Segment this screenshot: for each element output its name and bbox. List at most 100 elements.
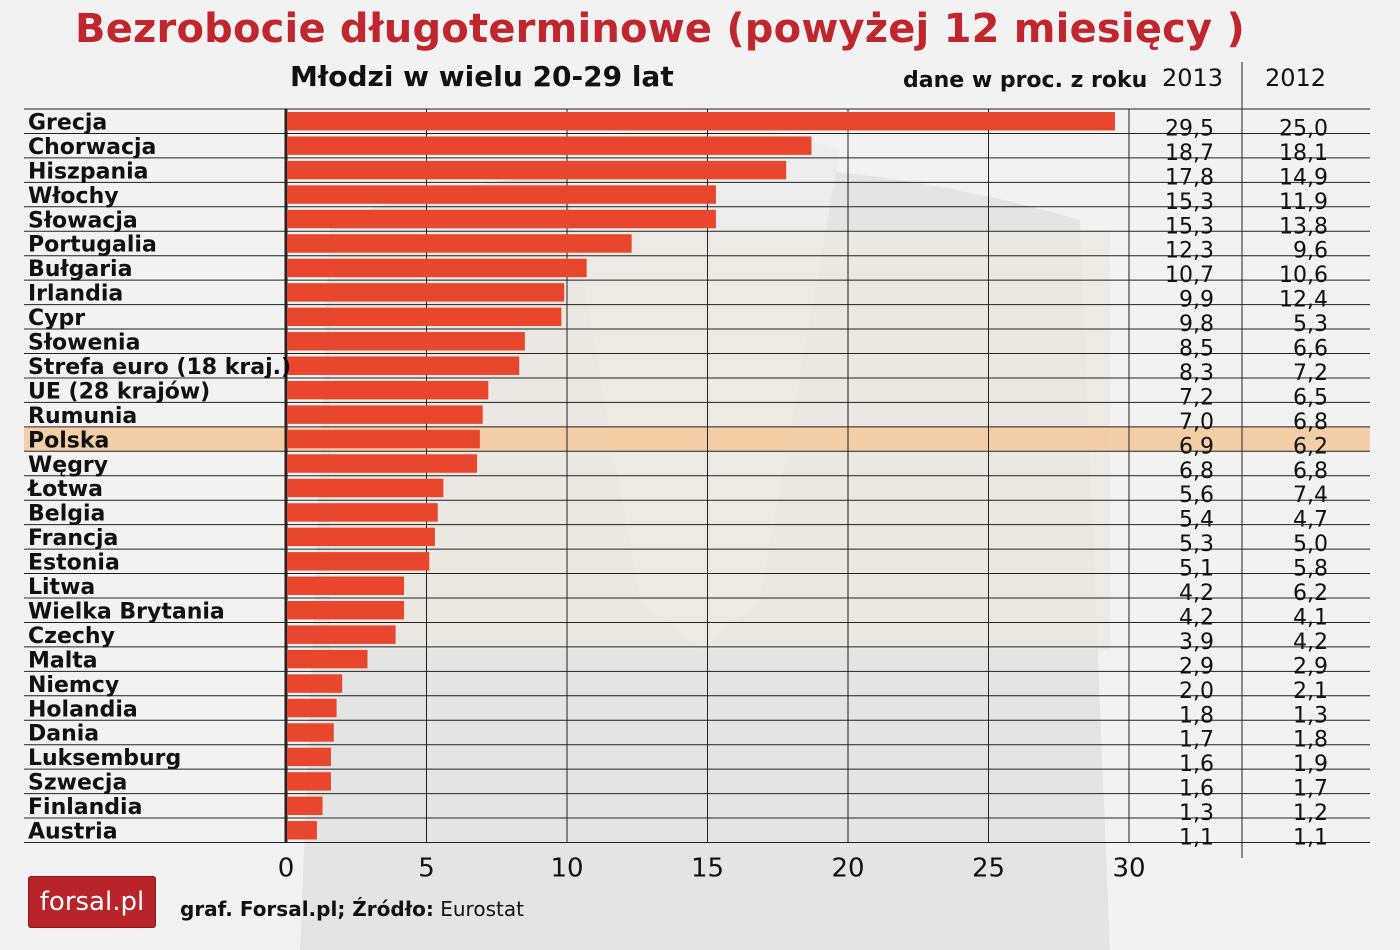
value-label-2012: 25,0 [1279,116,1328,141]
bar [287,601,405,620]
value-label-2013: 1,7 [1179,728,1214,753]
bar [287,649,368,669]
category-label: Francja [28,526,118,551]
bar [287,723,334,742]
bar [287,160,787,180]
bar [287,478,444,498]
x-tick-label: 20 [831,854,864,884]
value-label-2013: 8,3 [1179,361,1214,386]
value-label-2012: 10,6 [1279,263,1328,288]
value-label-2012: 18,1 [1279,141,1328,166]
category-label: Łotwa [27,477,103,502]
chart-title: Bezrobocie długoterminowe (powyżej 12 mi… [75,6,1245,52]
x-tick-label: 30 [1112,854,1145,884]
value-label-2012: 1,7 [1293,777,1328,802]
value-label-2012: 7,4 [1293,483,1328,508]
value-label-2013: 2,9 [1179,654,1214,679]
value-label-2013: 5,6 [1179,483,1214,508]
value-label-2012: 1,8 [1293,728,1328,753]
bar [287,307,562,327]
category-label: Słowacja [28,208,138,233]
value-label-2012: 11,9 [1279,190,1328,215]
source-credit: graf. Forsal.pl; Źródło: Eurostat [180,897,524,921]
category-label: Belgia [28,502,105,527]
value-label-2012: 14,9 [1279,165,1328,190]
category-label: Szwecja [28,771,127,796]
category-label: Słowenia [28,331,140,356]
value-label-2012: 1,9 [1293,752,1328,777]
category-label: Czechy [28,624,115,649]
bar [287,209,716,229]
value-label-2013: 1,1 [1179,826,1214,851]
bar [287,503,438,522]
bar [287,112,1115,131]
bar [287,136,812,155]
bar [287,698,337,718]
x-tick-label: 5 [418,854,435,884]
value-label-2012: 12,4 [1279,288,1328,313]
bar [287,747,331,767]
chart-subtitle: Młodzi w wielu 20-29 lat [290,60,674,93]
bar [287,283,565,302]
bar [287,674,343,693]
value-label-2013: 1,6 [1179,752,1214,777]
value-label-2012: 6,6 [1293,337,1328,362]
bar [287,552,430,571]
x-tick-label: 10 [550,854,583,884]
category-label: Hiszpania [28,159,149,184]
bar [287,356,520,375]
value-label-2013: 1,8 [1179,703,1214,728]
value-label-2013: 4,2 [1179,605,1214,630]
category-label: Węgry [28,453,108,478]
category-label: Portugalia [28,233,157,258]
value-label-2012: 6,8 [1293,459,1328,484]
category-label: Holandia [28,697,138,722]
bar [287,454,478,473]
value-label-2012: 1,1 [1293,826,1328,851]
category-label: Luksemburg [28,746,181,771]
value-label-2012: 6,2 [1293,434,1328,459]
value-label-2013: 12,3 [1165,239,1214,264]
bar [287,576,405,595]
value-label-2012: 6,2 [1293,581,1328,606]
category-label: Estonia [28,551,120,576]
category-label: UE (28 krajów) [28,379,210,404]
units-note: dane w proc. z roku [903,68,1148,93]
value-label-2013: 5,4 [1179,508,1214,533]
bar [287,405,483,424]
value-label-2012: 5,3 [1293,312,1328,337]
value-label-2013: 3,9 [1179,630,1214,655]
bar [287,429,480,449]
value-label-2013: 15,3 [1165,190,1214,215]
value-label-2012: 6,8 [1293,410,1328,435]
value-label-2012: 5,0 [1293,532,1328,557]
highlight-row [24,426,1370,452]
category-label: Malta [28,648,98,673]
value-label-2013: 6,8 [1179,459,1214,484]
value-label-2012: 2,9 [1293,654,1328,679]
category-label: Cypr [28,306,85,331]
forsal-logo: forsal.pl [28,876,156,928]
column-header-2012: 2012 [1265,64,1327,92]
value-label-2013: 7,2 [1179,385,1214,410]
value-label-2012: 5,8 [1293,557,1328,582]
value-label-2013: 5,3 [1179,532,1214,557]
bar [287,772,331,791]
value-label-2012: 6,5 [1293,385,1328,410]
value-label-2012: 4,7 [1293,508,1328,533]
value-label-2013: 2,0 [1179,679,1214,704]
bar [287,234,632,253]
category-label: Wielka Brytania [28,599,225,624]
bar [287,821,317,840]
bar [287,527,435,547]
value-label-2013: 1,3 [1179,801,1214,826]
value-label-2013: 6,9 [1179,434,1214,459]
value-label-2013: 15,3 [1165,214,1214,239]
value-label-2012: 1,3 [1293,703,1328,728]
value-label-2012: 7,2 [1293,361,1328,386]
category-label: Dania [28,722,99,747]
category-label: Chorwacja [28,135,156,160]
value-label-2013: 9,9 [1179,288,1214,313]
